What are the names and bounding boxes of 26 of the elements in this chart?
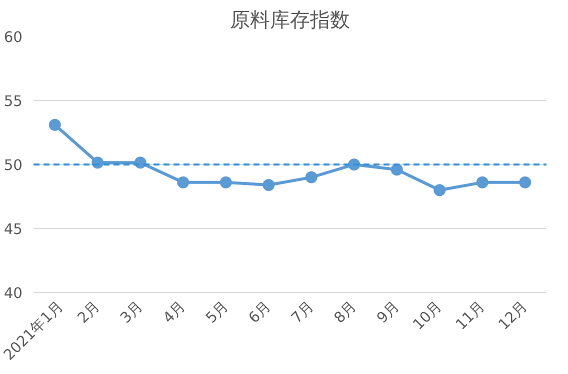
y-tick-label: 55 [4, 93, 23, 110]
point [519, 176, 532, 188]
x-tick-label: 6月 [245, 297, 275, 327]
x-tick-label: 12月 [495, 297, 532, 334]
point [262, 178, 275, 191]
y-tick-label: 60 [4, 29, 23, 46]
point [220, 176, 232, 188]
y-tick-label: 50 [4, 157, 23, 174]
x-tick-label: 11月 [452, 297, 488, 334]
x-tick-label: 9月 [374, 297, 403, 327]
point [305, 171, 318, 184]
x-tick-label: 8月 [330, 297, 360, 327]
point [476, 176, 488, 188]
x-tick-label: 4月 [160, 297, 190, 327]
x-tick-label: 5月 [202, 297, 232, 327]
point [434, 184, 446, 196]
x-tick-label: 7月 [288, 297, 318, 327]
chart-title: 原料库存指数 [230, 8, 350, 32]
point [390, 164, 403, 176]
y-tick-label: 45 [4, 221, 23, 238]
x-tick-label: 2月 [74, 297, 104, 327]
x-tick-label: 10月 [410, 297, 446, 334]
y-tick-label: 40 [4, 285, 23, 302]
point [48, 118, 61, 131]
x-tick-label: 3月 [117, 297, 146, 327]
point [177, 176, 190, 188]
